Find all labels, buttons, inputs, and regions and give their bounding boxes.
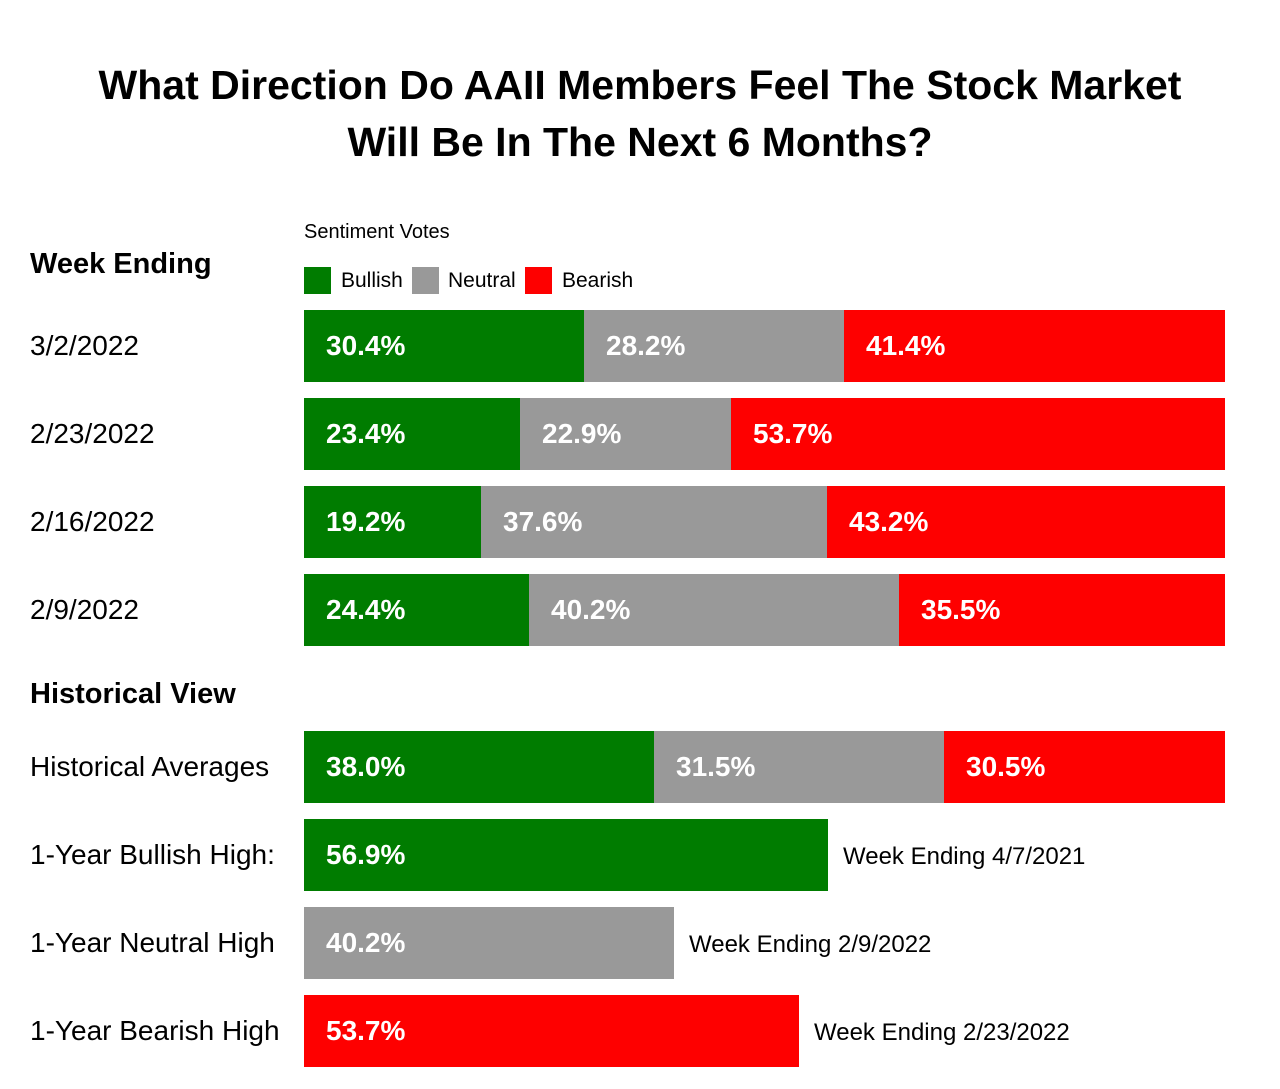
week-row-3-value-bearish: 43.2% bbox=[849, 506, 929, 537]
week-row-2-label: 2/23/2022 bbox=[30, 418, 155, 449]
one-year-bearish-high-week-note: Week Ending 2/23/2022 bbox=[814, 1019, 1070, 1046]
week-row-4-value-bearish: 35.5% bbox=[921, 594, 1001, 625]
historical-averages-bar-neutral: 31.5% bbox=[654, 731, 944, 803]
week-row-2-value-bearish: 53.7% bbox=[753, 418, 833, 449]
week-row-1-bar-bullish: 30.4% bbox=[304, 310, 584, 382]
week-row-1-value-bearish: 41.4% bbox=[866, 330, 946, 361]
week-row-2-bar-bearish: 53.7% bbox=[731, 398, 1225, 470]
historical-view-heading: Historical View bbox=[30, 678, 236, 710]
week-row-3-bar-neutral: 37.6% bbox=[481, 486, 827, 558]
legend-swatch-bullish bbox=[304, 267, 331, 294]
legend-label-bullish: Bullish bbox=[341, 269, 403, 292]
week-row-2-bar-neutral: 22.9% bbox=[520, 398, 731, 470]
legend-title: Sentiment Votes bbox=[304, 221, 450, 243]
historical-averages-bar-bullish: 38.0% bbox=[304, 731, 654, 803]
week-row-1-bar-bearish: 41.4% bbox=[844, 310, 1225, 382]
week-row-3-bar-bullish: 19.2% bbox=[304, 486, 481, 558]
week-row-4-bar-bearish: 35.5% bbox=[899, 574, 1225, 646]
week-row-2-value-neutral: 22.9% bbox=[542, 418, 622, 449]
week-row-3-value-bullish: 19.2% bbox=[326, 506, 406, 537]
legend-swatch-bearish bbox=[525, 267, 552, 294]
historical-averages-bar-bearish: 30.5% bbox=[944, 731, 1225, 803]
one-year-bullish-high-value: 56.9% bbox=[326, 839, 406, 870]
week-row-1-bar-neutral: 28.2% bbox=[584, 310, 844, 382]
one-year-bullish-high-bar: 56.9% bbox=[304, 819, 828, 891]
week-row-3-label: 2/16/2022 bbox=[30, 506, 155, 537]
week-row-4-value-neutral: 40.2% bbox=[551, 594, 631, 625]
week-row-4-label: 2/9/2022 bbox=[30, 594, 139, 625]
one-year-bullish-high-label: 1-Year Bullish High: bbox=[30, 839, 275, 870]
week-row-2-value-bullish: 23.4% bbox=[326, 418, 406, 449]
week-row-4-bar-neutral: 40.2% bbox=[529, 574, 899, 646]
historical-averages-value-bullish: 38.0% bbox=[326, 751, 406, 782]
one-year-neutral-high-label: 1-Year Neutral High bbox=[30, 927, 275, 958]
week-row-1-label: 3/2/2022 bbox=[30, 330, 139, 361]
week-row-4-bar-bullish: 24.4% bbox=[304, 574, 529, 646]
week-row-4-value-bullish: 24.4% bbox=[326, 594, 406, 625]
legend-label-neutral: Neutral bbox=[448, 269, 516, 292]
week-row-1-value-bullish: 30.4% bbox=[326, 330, 406, 361]
week-ending-heading: Week Ending bbox=[30, 248, 212, 280]
week-row-3-bar-bearish: 43.2% bbox=[827, 486, 1225, 558]
one-year-neutral-high-week-note: Week Ending 2/9/2022 bbox=[689, 931, 932, 958]
historical-averages-value-bearish: 30.5% bbox=[966, 751, 1046, 782]
one-year-bearish-high-value: 53.7% bbox=[326, 1015, 406, 1046]
week-row-2-bar-bullish: 23.4% bbox=[304, 398, 520, 470]
one-year-neutral-high-bar: 40.2% bbox=[304, 907, 674, 979]
one-year-bearish-high-bar: 53.7% bbox=[304, 995, 799, 1067]
one-year-bullish-high-week-note: Week Ending 4/7/2021 bbox=[843, 843, 1086, 870]
historical-averages-value-neutral: 31.5% bbox=[676, 751, 756, 782]
week-row-3-value-neutral: 37.6% bbox=[503, 506, 583, 537]
legend-swatch-neutral bbox=[412, 267, 439, 294]
one-year-bearish-high-label: 1-Year Bearish High bbox=[30, 1015, 280, 1046]
chart-title-line-1: What Direction Do AAII Members Feel The … bbox=[98, 62, 1182, 108]
historical-averages-label: Historical Averages bbox=[30, 751, 270, 782]
one-year-neutral-high-value: 40.2% bbox=[326, 927, 406, 958]
chart-title-line-2: Will Be In The Next 6 Months? bbox=[347, 119, 933, 165]
week-row-1-value-neutral: 28.2% bbox=[606, 330, 686, 361]
legend-label-bearish: Bearish bbox=[562, 269, 634, 292]
